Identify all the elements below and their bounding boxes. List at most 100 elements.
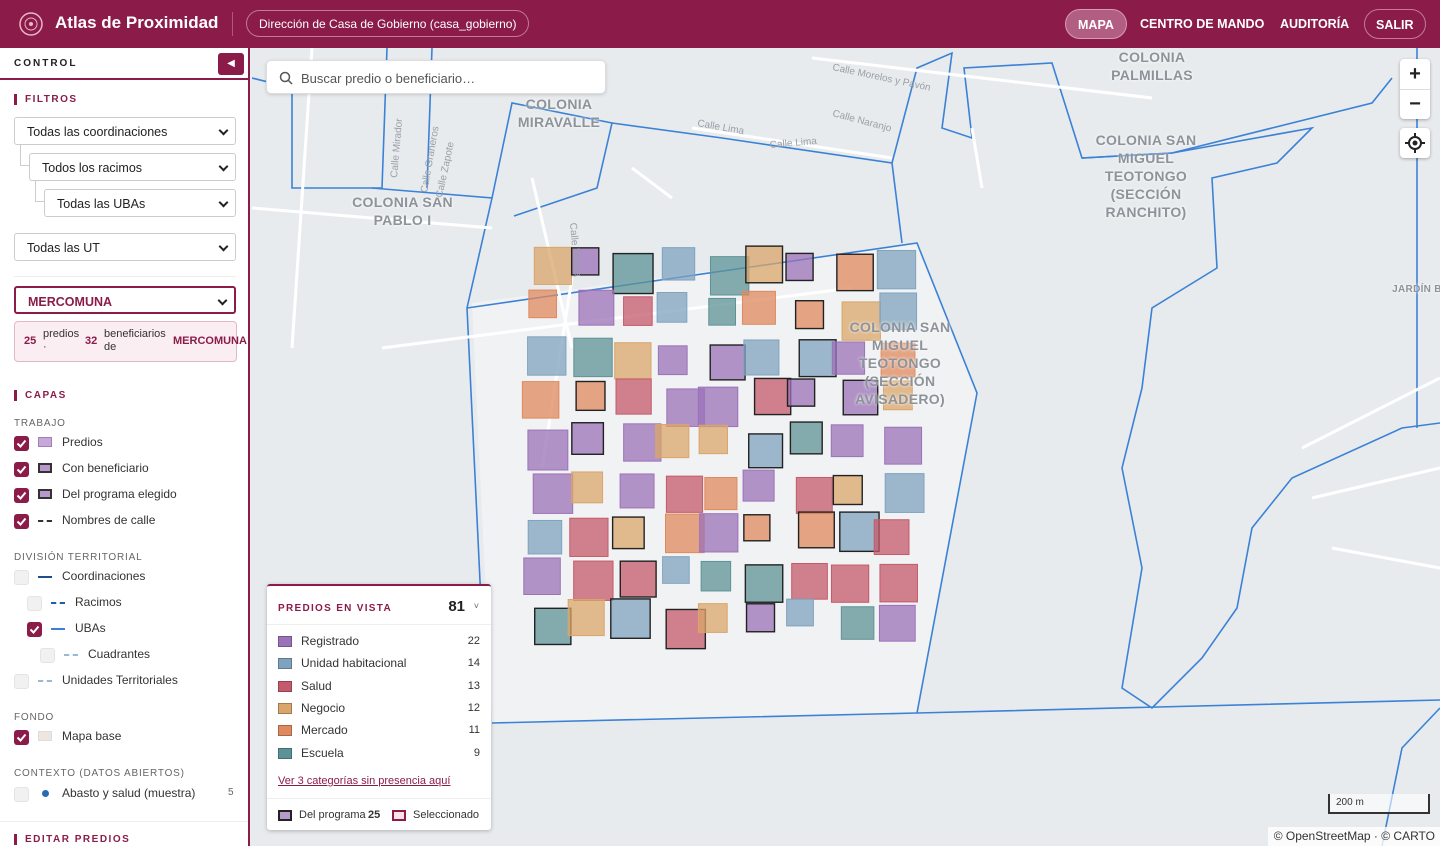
group-title: CONTEXTO (DATOS ABIERTOS): [14, 768, 185, 779]
parcel: [657, 345, 688, 376]
search-placeholder: Buscar predio o beneficiario…: [301, 71, 476, 86]
layer-symbol: [38, 731, 52, 741]
place-label: COLONIA MIRAVALLE: [517, 96, 601, 130]
category-count: 13: [467, 679, 480, 692]
parcel: [527, 519, 563, 555]
parcel: [797, 511, 835, 549]
context-pill[interactable]: Dirección de Casa de Gobierno (casa_gobi…: [246, 10, 530, 37]
parcel: [527, 336, 567, 376]
category-name: Negocio: [301, 700, 346, 715]
collapse-button[interactable]: ◀: [218, 53, 244, 75]
nav-item[interactable]: CENTRO DE MANDO: [1140, 17, 1265, 31]
parcel: [571, 471, 604, 504]
layer-count: 5: [228, 787, 234, 798]
nav-item[interactable]: AUDITORÍA: [1280, 17, 1350, 31]
panel-title: CONTROL: [14, 58, 78, 69]
logout-button[interactable]: SALIR: [1364, 9, 1426, 39]
locate-button[interactable]: [1400, 128, 1430, 158]
parcel: [665, 475, 704, 513]
street-label: Calle Lima: [769, 136, 817, 151]
parcel: [830, 424, 864, 458]
zoom-out[interactable]: −: [1400, 89, 1430, 119]
layer-symbol: [64, 654, 78, 656]
place-label: JARDÍN B: [1392, 284, 1440, 295]
checkbox[interactable]: [14, 674, 29, 689]
checkbox[interactable]: [40, 648, 55, 663]
parcel: [665, 513, 705, 554]
more-link[interactable]: Ver 3 categorías sin presencia aquí: [278, 775, 451, 787]
parcel: [745, 603, 776, 633]
summary: 25 predios · 32 beneficiarios de MERCOMU…: [14, 321, 247, 362]
parcel: [569, 517, 609, 557]
category-name: Unidad habitacional: [301, 656, 407, 671]
parcel: [742, 469, 775, 502]
checkbox[interactable]: [14, 570, 29, 585]
brand: Atlas de Proximidad: [55, 13, 219, 32]
checkbox[interactable]: [14, 436, 29, 451]
street-label: Calle Mirador: [389, 117, 405, 178]
parcel: [741, 290, 776, 325]
parcel: [571, 422, 605, 455]
parcel: [836, 253, 874, 292]
parcel: [841, 301, 881, 341]
street: [1301, 376, 1440, 450]
category-swatch: [278, 747, 292, 759]
parcel: [573, 337, 613, 378]
place-label-box: COLONIA MIRAVALLE: [517, 96, 601, 130]
divider: [232, 12, 233, 36]
checkbox[interactable]: [14, 787, 29, 802]
group-title: FONDO: [14, 712, 55, 723]
filter-select[interactable]: Todas las UBAs: [44, 189, 236, 217]
parcel: [743, 514, 771, 542]
layer-label: Del programa elegido: [62, 487, 177, 501]
layer-symbol: [38, 576, 52, 578]
parcel: [532, 473, 574, 514]
checkbox[interactable]: [14, 488, 29, 503]
parcel: [623, 296, 653, 326]
search[interactable]: Buscar predio o beneficiario…: [266, 60, 606, 94]
parcel: [753, 377, 792, 416]
parcel: [700, 560, 732, 592]
parcel: [578, 289, 615, 326]
summary-count: 32: [85, 335, 98, 347]
group-title: TRABAJO: [14, 418, 66, 429]
layer-label: Predios: [62, 435, 103, 449]
filter-select[interactable]: Todos los racimos: [29, 153, 236, 181]
place-label-box: COLONIA SAN MIGUEL TEOTONGO (SECCIÓN RAN…: [1095, 132, 1197, 220]
category-count: 9: [473, 746, 480, 759]
program-select[interactable]: MERCOMUNA: [14, 286, 236, 314]
checkbox[interactable]: [14, 462, 29, 477]
parcel: [791, 563, 828, 600]
checkbox[interactable]: [14, 514, 29, 529]
place-label: COLONIA SAN MIGUEL TEOTONGO (SECCIÓN RAN…: [1095, 132, 1197, 220]
filter-select[interactable]: Todas las UT: [14, 233, 236, 261]
parcel: [570, 247, 600, 276]
sidebar: CONTROL ◀ FILTROS Todas las coordinacion…: [0, 48, 250, 846]
category-swatch: [278, 658, 292, 670]
checkbox[interactable]: [27, 596, 42, 611]
summary-label: beneficiarios de: [104, 328, 166, 353]
parcel: [884, 426, 923, 465]
checkbox[interactable]: [14, 730, 29, 745]
category-count: 22: [467, 635, 480, 647]
parcel: [880, 342, 916, 378]
legend-title: PREDIOS EN VISTA: [278, 603, 392, 614]
filter-select[interactable]: Todas las coordinaciones: [14, 117, 236, 145]
street: [1331, 546, 1440, 570]
layer-label: Unidades Territoriales: [62, 673, 178, 687]
checkbox[interactable]: [27, 622, 42, 637]
parcel: [655, 424, 690, 459]
parcel: [839, 511, 880, 553]
nav-item[interactable]: MAPA: [1065, 9, 1127, 39]
attribution: © OpenStreetMap · © CARTO: [1268, 827, 1440, 846]
parcel: [699, 513, 739, 553]
summary-program: MERCOMUNA: [173, 335, 247, 347]
zoom-in[interactable]: +: [1409, 63, 1421, 85]
street: [631, 166, 673, 200]
parcel: [661, 247, 696, 281]
layer-symbol: [38, 463, 52, 473]
program-label: Del programa: [299, 809, 366, 821]
parcel: [528, 289, 558, 319]
parcel: [704, 476, 738, 511]
